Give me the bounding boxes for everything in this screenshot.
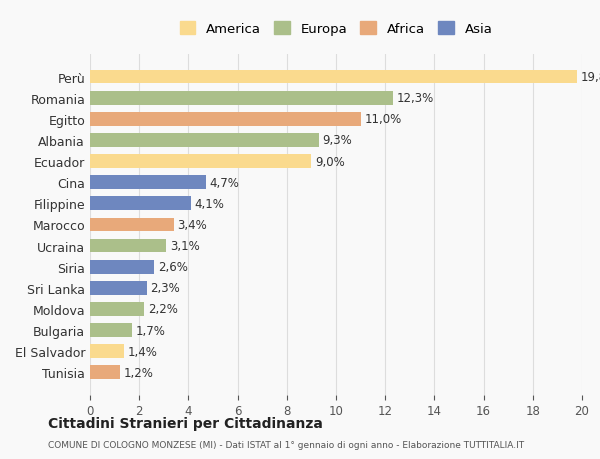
Text: 3,1%: 3,1% xyxy=(170,240,200,252)
Text: 2,3%: 2,3% xyxy=(150,282,180,295)
Text: 4,7%: 4,7% xyxy=(209,176,239,189)
Bar xyxy=(90,155,311,168)
Bar xyxy=(90,218,173,232)
Text: 3,4%: 3,4% xyxy=(178,218,207,231)
Text: 4,1%: 4,1% xyxy=(194,197,224,210)
Bar xyxy=(90,112,361,126)
Text: 1,4%: 1,4% xyxy=(128,345,158,358)
Text: 2,6%: 2,6% xyxy=(158,261,188,274)
Bar xyxy=(90,324,132,337)
Bar xyxy=(90,197,191,211)
Bar xyxy=(90,260,154,274)
Legend: America, Europa, Africa, Asia: America, Europa, Africa, Asia xyxy=(176,17,496,39)
Text: 11,0%: 11,0% xyxy=(364,113,401,126)
Text: 1,2%: 1,2% xyxy=(123,366,153,379)
Text: 9,3%: 9,3% xyxy=(322,134,352,147)
Text: Cittadini Stranieri per Cittadinanza: Cittadini Stranieri per Cittadinanza xyxy=(48,416,323,430)
Bar xyxy=(90,302,144,316)
Text: 1,7%: 1,7% xyxy=(136,324,166,337)
Bar xyxy=(90,239,166,253)
Bar xyxy=(90,134,319,147)
Text: 19,8%: 19,8% xyxy=(581,71,600,84)
Text: 9,0%: 9,0% xyxy=(315,155,345,168)
Text: 12,3%: 12,3% xyxy=(396,92,434,105)
Bar xyxy=(90,281,146,295)
Text: 2,2%: 2,2% xyxy=(148,303,178,316)
Bar xyxy=(90,345,124,358)
Bar xyxy=(90,92,392,105)
Bar xyxy=(90,366,119,379)
Text: COMUNE DI COLOGNO MONZESE (MI) - Dati ISTAT al 1° gennaio di ogni anno - Elabora: COMUNE DI COLOGNO MONZESE (MI) - Dati IS… xyxy=(48,441,524,449)
Bar xyxy=(90,71,577,84)
Bar xyxy=(90,176,206,190)
